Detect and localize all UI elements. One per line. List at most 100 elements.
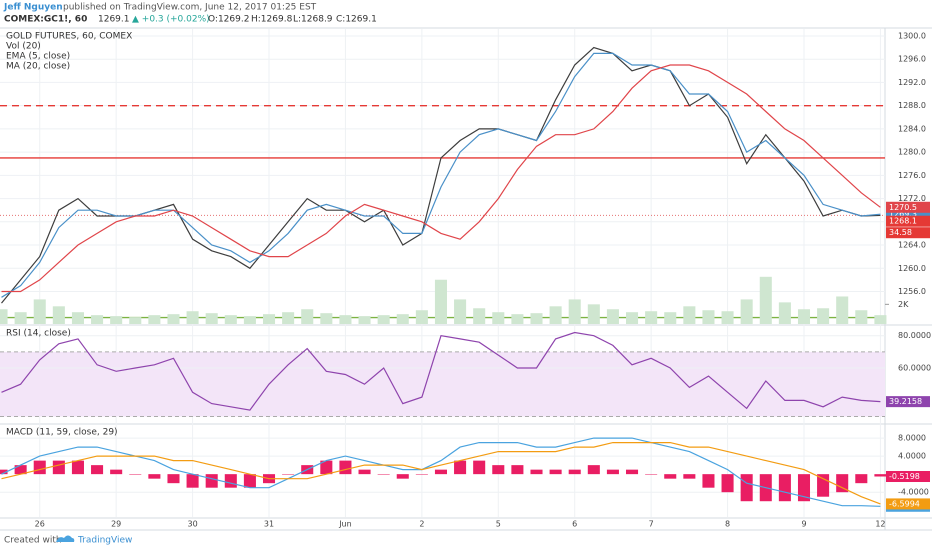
y-tick-label: 1272.0: [898, 194, 926, 203]
histogram-bar: [511, 465, 524, 475]
volume-bar: [205, 313, 218, 324]
histogram-bar: [358, 469, 371, 475]
volume-bar: [282, 312, 295, 324]
volume-bar: [262, 314, 276, 324]
volume-bar: [224, 315, 237, 324]
histogram-bar: [205, 474, 218, 488]
open: O:1269.2: [208, 15, 249, 25]
published: published on TradingView.com, June 12, 2…: [63, 3, 317, 13]
histogram-bar: [683, 474, 696, 479]
histogram-bar: [817, 474, 830, 497]
x-tick-label: 5: [496, 520, 501, 529]
legend-entry: MA (20, close): [6, 62, 70, 72]
histogram-bar: [320, 460, 333, 475]
volume-bar: [377, 315, 390, 324]
histogram-bar: [243, 474, 256, 488]
volume-bar: [606, 309, 619, 324]
histogram-bar: [874, 474, 887, 477]
volume-bar: [492, 312, 505, 324]
value-badge-box: [886, 201, 930, 213]
value-badge-box: [886, 396, 930, 408]
volume-bar: [855, 310, 868, 324]
legend-entry: Vol (20): [6, 42, 41, 52]
histogram-bar: [377, 474, 390, 475]
y-tick-label: 1300.0: [898, 31, 926, 40]
volume-bar: [129, 317, 142, 324]
y-tick-label: 4.0000: [898, 452, 926, 461]
change: ▲ +0.3 (+0.02%): [132, 15, 210, 25]
histogram-bar: [396, 474, 409, 479]
volume-bar: [797, 309, 811, 324]
histogram-bar: [52, 460, 65, 475]
y-tick-label: 1256.0: [898, 287, 926, 296]
histogram-bar: [434, 469, 447, 475]
volume-bar: [339, 315, 352, 324]
series-line: [1, 437, 881, 507]
histogram-bar: [167, 474, 180, 484]
y2-tick-label: 2K: [898, 300, 909, 309]
histogram-bar: [778, 474, 791, 502]
y-tick-label: 1284.0: [898, 124, 926, 133]
series-line: [1, 52, 881, 298]
histogram-bar: [740, 474, 753, 502]
y-tick-label: 8.0000: [898, 434, 926, 443]
histogram-bar: [186, 474, 199, 488]
histogram-bar: [568, 469, 581, 475]
volume-bar: [530, 313, 543, 324]
logo: [56, 535, 75, 542]
y-tick-label: 1264.0: [898, 241, 926, 250]
volume-bar: [71, 312, 84, 324]
histogram-bar: [855, 474, 868, 484]
histogram-bar: [224, 474, 237, 488]
panel-title: MACD (11, 59, close, 29): [6, 428, 118, 438]
volume-bar: [320, 313, 333, 324]
histogram-bar: [454, 460, 467, 475]
price-marker: 1268.1: [889, 217, 917, 226]
histogram-bar: [626, 469, 639, 475]
value-badge-box: [886, 498, 930, 510]
x-tick-label: 8: [725, 520, 730, 529]
x-tick-label: 12: [875, 520, 885, 529]
last-price: 1269.1: [98, 15, 130, 25]
volume-bar: [817, 308, 830, 324]
histogram-bar: [721, 474, 734, 493]
low: L:1268.9: [293, 15, 333, 25]
volume-bar: [91, 315, 104, 324]
volume-bar: [740, 299, 753, 324]
volume-bar: [14, 312, 27, 324]
histogram-bar: [129, 474, 142, 475]
volume-bar: [243, 316, 256, 324]
volume-bar: [683, 306, 696, 324]
y-tick-label: 1280.0: [898, 148, 926, 157]
footer-created: Created with: [4, 536, 62, 546]
volume-bar: [568, 299, 581, 324]
histogram-bar: [282, 474, 295, 475]
series-line: [1, 64, 881, 293]
histogram-bar: [473, 460, 486, 475]
rsi-band: [0, 351, 885, 417]
series-line: [1, 442, 881, 505]
footer-brand: TradingView: [77, 536, 132, 546]
high: H:1269.8: [251, 15, 293, 25]
y-tick-label: 60.0000: [898, 364, 931, 373]
volume-bar: [473, 308, 486, 324]
histogram-bar: [797, 474, 811, 502]
value-badge: 1270.5: [889, 203, 917, 212]
y-tick-label: 1288.0: [898, 101, 926, 110]
volume-bar: [511, 314, 524, 324]
histogram-bar: [339, 460, 352, 475]
x-tick-label: 29: [111, 520, 121, 529]
volume-bar: [702, 310, 715, 324]
x-tick-label: 9: [801, 520, 806, 529]
volume-bar: [52, 306, 65, 324]
value-badge-box: [886, 208, 930, 220]
value-badge-box: [886, 471, 930, 483]
volume-bar: [664, 312, 677, 324]
histogram-bar: [645, 474, 658, 475]
value-badge: -0.5198: [889, 472, 920, 481]
value-badge: 1269.3: [889, 210, 917, 219]
histogram-bar: [606, 469, 619, 475]
volume-bar: [0, 309, 8, 324]
series-line: [1, 331, 881, 411]
